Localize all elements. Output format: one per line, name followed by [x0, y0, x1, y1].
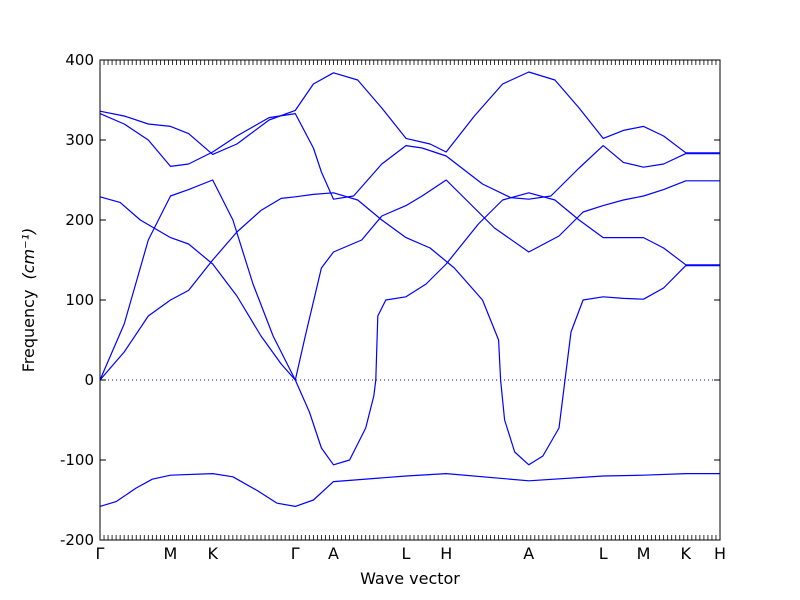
plot-frame	[99, 59, 721, 541]
x-tick-label: H	[440, 544, 452, 563]
y-axis-label-text: Frequency	[19, 290, 38, 373]
band-line-1	[99, 473, 720, 507]
y-tick-label: 400	[65, 51, 94, 69]
y-axis-label: Frequency (cm⁻¹)	[19, 228, 38, 372]
ticks-layer	[99, 59, 721, 541]
band-line-6	[99, 71, 720, 155]
y-tick-label: -200	[60, 531, 94, 549]
y-tick-label: 300	[65, 131, 94, 149]
band-line-2	[99, 192, 720, 466]
x-axis-label: Wave vector	[360, 569, 460, 588]
x-tick-label: K	[207, 544, 218, 563]
x-tick-label: A	[328, 544, 339, 563]
band-line-5	[99, 113, 720, 200]
x-tick-label: H	[714, 544, 726, 563]
band-line-3	[99, 179, 720, 381]
y-axis-label-unit: (cm⁻¹)	[19, 228, 38, 280]
y-tick-labels: -200 -100 0 100 200 300 400	[60, 51, 94, 549]
x-tick-label: L	[599, 544, 608, 563]
x-tick-label: M	[164, 544, 178, 563]
x-tick-label: Γ	[96, 544, 105, 563]
band-line-4	[99, 192, 720, 466]
x-tick-label: A	[523, 544, 534, 563]
y-tick-label: -100	[60, 451, 94, 469]
y-tick-label: 100	[65, 291, 94, 309]
x-tick-label: K	[681, 544, 692, 563]
y-tick-label: 200	[65, 211, 94, 229]
x-tick-label: L	[402, 544, 411, 563]
series-layer	[99, 71, 720, 507]
y-tick-label: 0	[84, 371, 94, 389]
x-tick-label: Γ	[291, 544, 300, 563]
x-tick-label: M	[637, 544, 651, 563]
